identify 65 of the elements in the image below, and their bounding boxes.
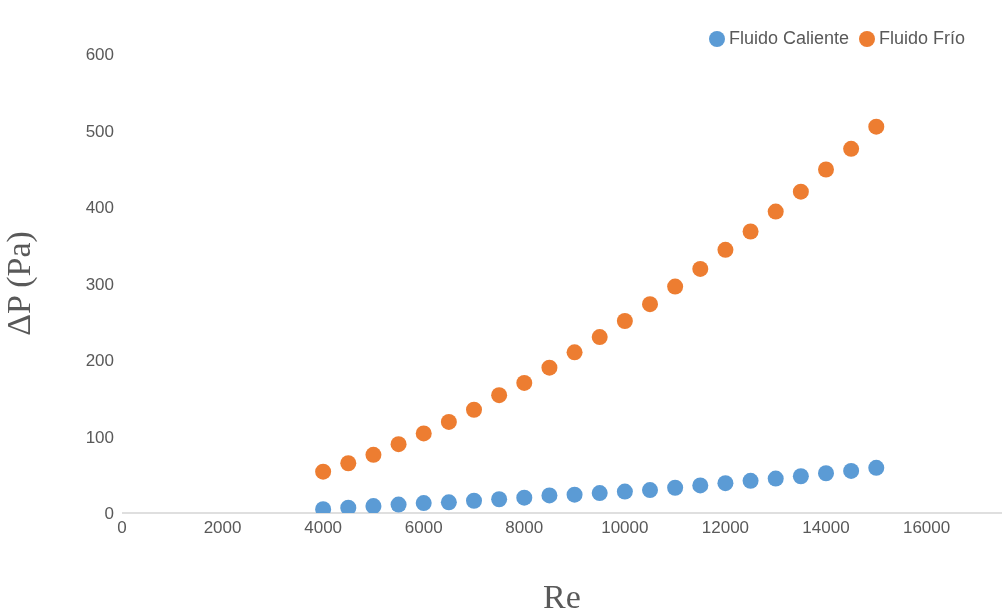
- point: [667, 479, 684, 496]
- point: [466, 401, 482, 418]
- point: [315, 463, 332, 480]
- point: [818, 161, 834, 178]
- point: [692, 260, 709, 277]
- point: [742, 472, 759, 489]
- y-tick-label: 200: [85, 351, 114, 371]
- point: [440, 413, 457, 430]
- point: [818, 465, 834, 482]
- point: [692, 477, 709, 494]
- point: [491, 387, 508, 404]
- point: [616, 312, 633, 329]
- point: [365, 446, 382, 463]
- point: [415, 425, 432, 442]
- x-tick-label: 16000: [902, 518, 951, 538]
- point: [591, 485, 608, 502]
- point: [843, 462, 860, 479]
- point: [390, 436, 407, 453]
- point: [390, 496, 407, 513]
- point: [667, 278, 684, 295]
- point: [767, 470, 784, 487]
- y-tick-label: 300: [85, 274, 114, 294]
- point: [742, 223, 759, 240]
- point: [717, 475, 734, 492]
- point: [843, 140, 860, 157]
- point: [516, 374, 533, 391]
- point: [767, 203, 784, 220]
- point: [566, 344, 583, 361]
- point: [516, 489, 533, 506]
- point: [566, 486, 583, 503]
- point: [415, 495, 432, 512]
- x-tick-label: 2000: [203, 518, 242, 538]
- point: [340, 499, 357, 513]
- point: [868, 118, 885, 135]
- point: [340, 455, 357, 472]
- point: [792, 468, 809, 485]
- x-tick-label: 12000: [701, 518, 750, 538]
- x-tick-label: 14000: [802, 518, 850, 538]
- y-axis-title: ΔP (Pa): [0, 231, 39, 336]
- point: [541, 359, 558, 376]
- point: [365, 498, 382, 513]
- y-tick-label: 500: [85, 121, 114, 141]
- y-tick-label: 0: [104, 504, 114, 524]
- x-tick-label: 0: [117, 518, 127, 538]
- point: [616, 483, 633, 500]
- legend-label: Fluido Frío: [878, 28, 965, 48]
- point: [491, 491, 508, 508]
- y-tick-label: 100: [85, 427, 114, 447]
- x-axis-title: Re: [543, 578, 581, 613]
- legend-label: Fluido Caliente: [728, 28, 849, 48]
- y-tick-label: 400: [85, 198, 114, 218]
- point: [591, 329, 608, 346]
- x-tick-label: 6000: [404, 518, 443, 538]
- x-tick-label: 4000: [304, 518, 343, 538]
- point: [466, 492, 482, 509]
- y-tick-label: 600: [85, 45, 114, 65]
- point: [717, 241, 734, 258]
- x-tick-label: 10000: [601, 518, 649, 538]
- point: [642, 296, 658, 313]
- point: [440, 494, 457, 511]
- point: [642, 482, 658, 499]
- point: [541, 487, 558, 504]
- point: [868, 459, 885, 476]
- point: [792, 183, 809, 200]
- x-tick-label: 8000: [505, 518, 544, 538]
